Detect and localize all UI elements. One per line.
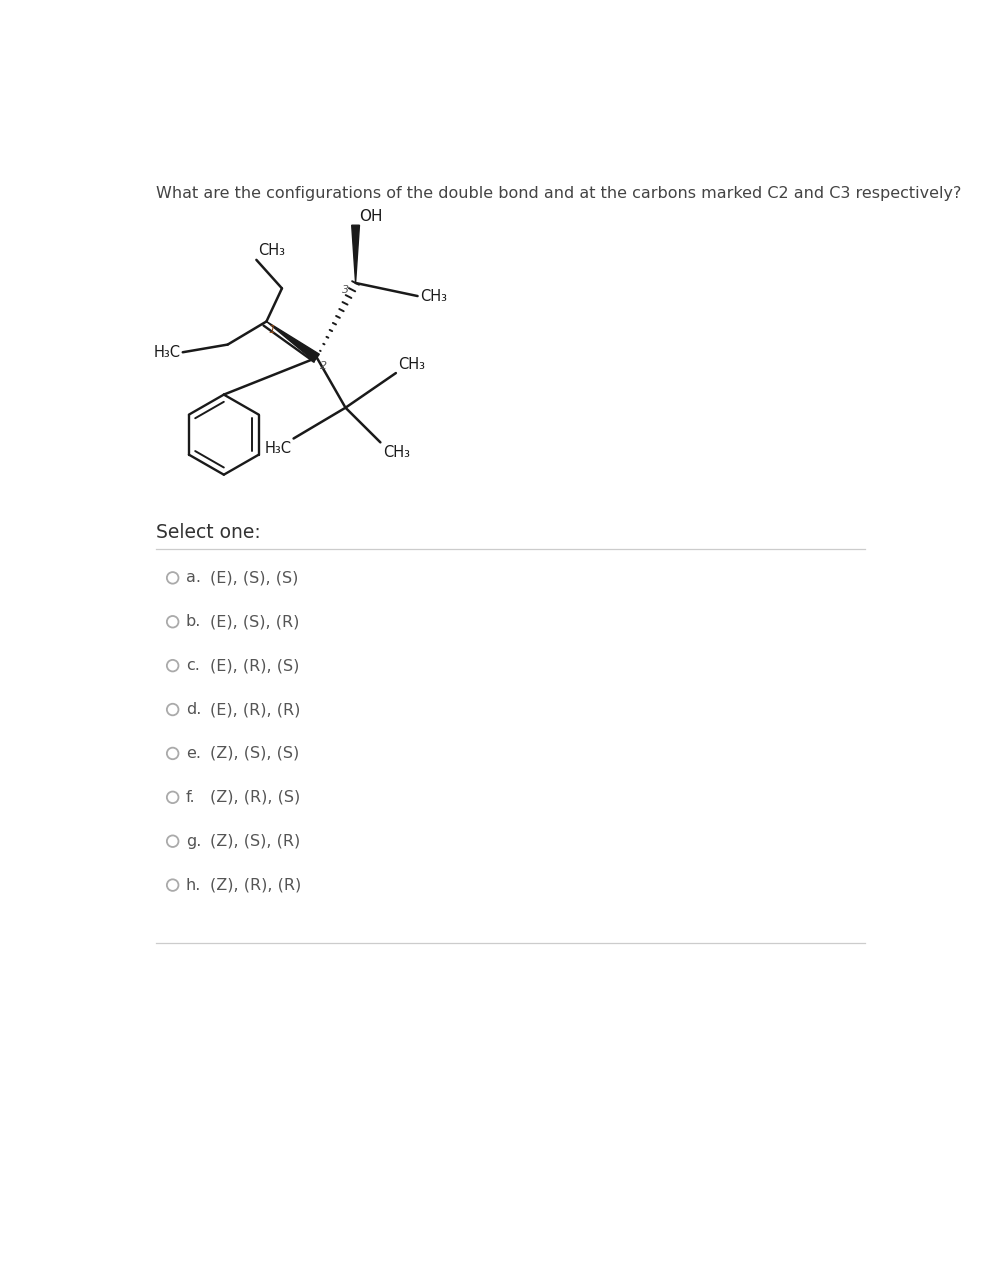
- Text: OH: OH: [359, 209, 382, 224]
- Text: (E), (S), (S): (E), (S), (S): [210, 571, 298, 585]
- Text: (E), (R), (S): (E), (R), (S): [210, 658, 299, 673]
- Text: (Z), (R), (R): (Z), (R), (R): [210, 878, 301, 892]
- Text: CH₃: CH₃: [258, 243, 285, 259]
- Text: (Z), (S), (R): (Z), (S), (R): [210, 833, 300, 849]
- Text: b.: b.: [185, 614, 201, 630]
- Text: g.: g.: [185, 833, 201, 849]
- Text: CH₃: CH₃: [398, 357, 425, 371]
- Text: What are the configurations of the double bond and at the carbons marked C2 and : What are the configurations of the doubl…: [156, 186, 961, 201]
- Text: c.: c.: [185, 658, 199, 673]
- Text: (E), (S), (R): (E), (S), (R): [210, 614, 299, 630]
- Text: (Z), (R), (S): (Z), (R), (S): [210, 790, 300, 805]
- Text: CH₃: CH₃: [383, 444, 410, 460]
- Text: 3: 3: [342, 285, 349, 296]
- Text: h.: h.: [185, 878, 201, 892]
- Text: H₃C: H₃C: [264, 440, 291, 456]
- Text: e.: e.: [185, 746, 200, 760]
- Text: CH₃: CH₃: [420, 288, 447, 303]
- Text: Select one:: Select one:: [156, 524, 260, 543]
- Polygon shape: [352, 225, 360, 283]
- Text: (E), (R), (R): (E), (R), (R): [210, 701, 300, 717]
- Text: a.: a.: [185, 571, 200, 585]
- Text: H₃C: H₃C: [154, 344, 180, 360]
- Text: 2: 2: [320, 361, 327, 371]
- Text: d.: d.: [185, 701, 201, 717]
- Polygon shape: [266, 321, 319, 361]
- Text: 1: 1: [269, 325, 276, 335]
- Text: (Z), (S), (S): (Z), (S), (S): [210, 746, 299, 760]
- Text: f.: f.: [185, 790, 195, 805]
